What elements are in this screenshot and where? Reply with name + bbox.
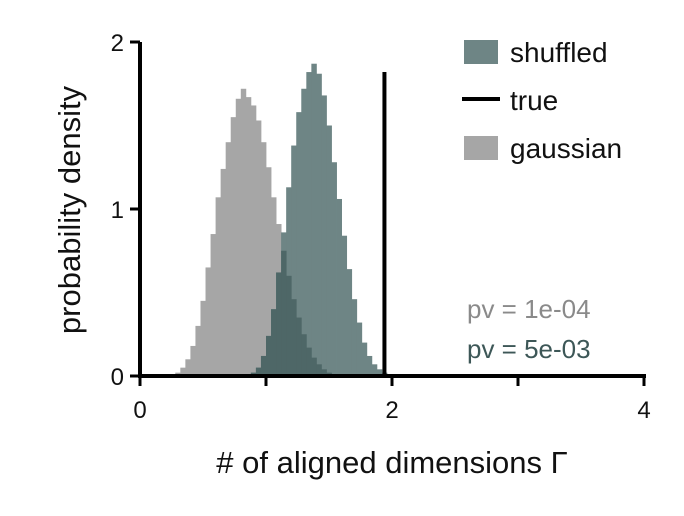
gaussian-bar	[185, 359, 191, 376]
gaussian-histogram	[175, 88, 342, 377]
shuffled-bar	[341, 235, 348, 376]
gaussian-bar	[215, 197, 222, 376]
gaussian-bar	[260, 142, 267, 376]
gaussian-bar	[190, 345, 196, 376]
gaussian-bar	[266, 167, 272, 376]
y-tick-label: 1	[111, 197, 124, 224]
overlap-bar	[311, 357, 317, 376]
gaussian-bar	[225, 142, 232, 376]
shuffled-bar	[296, 112, 302, 376]
gaussian-bar	[200, 300, 206, 376]
shuffled-bar	[311, 63, 317, 377]
pvalue-gaussian: pv = 1e-04	[467, 294, 591, 324]
shuffled-bar	[336, 198, 342, 376]
overlap-bar	[255, 367, 262, 376]
y-axis-label: probability density	[52, 85, 87, 334]
shuffled-bar	[376, 369, 383, 376]
overlap-bar	[316, 364, 322, 376]
gaussian-bar	[210, 234, 216, 376]
shuffled-bar	[331, 162, 337, 376]
overlap-region	[250, 250, 342, 376]
overlap-bar	[266, 335, 272, 376]
gaussian-bar	[205, 267, 211, 376]
x-tick-label: 0	[133, 397, 146, 424]
shuffled-bar	[306, 72, 312, 376]
gaussian-bar	[230, 117, 237, 377]
x-tick-label: 2	[385, 397, 398, 424]
gaussian-bar	[195, 325, 201, 376]
legend-label-true: true	[510, 85, 558, 116]
shuffled-bar	[301, 88, 307, 376]
shuffled-bar	[326, 125, 332, 376]
y-tick-label: 2	[111, 30, 124, 57]
gaussian-bar	[220, 168, 227, 376]
shuffled-bar	[371, 364, 378, 376]
shuffled-bar	[321, 95, 327, 376]
gaussian-bar	[250, 105, 257, 377]
shuffled-bar	[316, 73, 322, 376]
overlap-bar	[291, 299, 297, 376]
shuffled-bar	[356, 322, 363, 376]
shuffled-bar	[351, 299, 358, 376]
overlap-bar	[296, 317, 302, 376]
gaussian-bar	[240, 88, 247, 376]
overlap-bar	[281, 250, 287, 376]
shuffled-bar	[291, 145, 297, 376]
legend-label-gaussian: gaussian	[510, 133, 622, 164]
shuffled-bar	[361, 342, 368, 376]
shuffled-bar	[346, 269, 353, 376]
gaussian-bar	[235, 98, 242, 376]
overlap-bar	[301, 334, 307, 376]
gaussian-bar	[255, 120, 262, 377]
ticks: 0 2 4 0 1 2	[111, 30, 651, 424]
legend-swatch-shuffled	[464, 40, 498, 64]
overlap-bar	[306, 347, 312, 376]
pvalue-shuffled: pv = 5e-03	[467, 334, 591, 364]
y-tick-label: 0	[111, 364, 124, 391]
gaussian-bar	[245, 97, 252, 377]
legend-swatch-gaussian	[464, 136, 498, 160]
gaussian-bar	[180, 367, 186, 376]
overlap-bar	[260, 355, 267, 376]
overlap-bar	[271, 309, 277, 376]
legend-label-shuffled: shuffled	[510, 37, 608, 68]
legend: shuffled true gaussian	[462, 37, 622, 164]
shuffled-bar	[366, 355, 373, 376]
x-axis-label: # of aligned dimensions Γ	[216, 445, 567, 480]
x-tick-label: 4	[637, 397, 650, 424]
overlap-bar	[276, 272, 282, 376]
gaussian-bar	[271, 197, 277, 376]
overlap-bar	[286, 275, 292, 376]
overlap-bar	[321, 369, 327, 376]
